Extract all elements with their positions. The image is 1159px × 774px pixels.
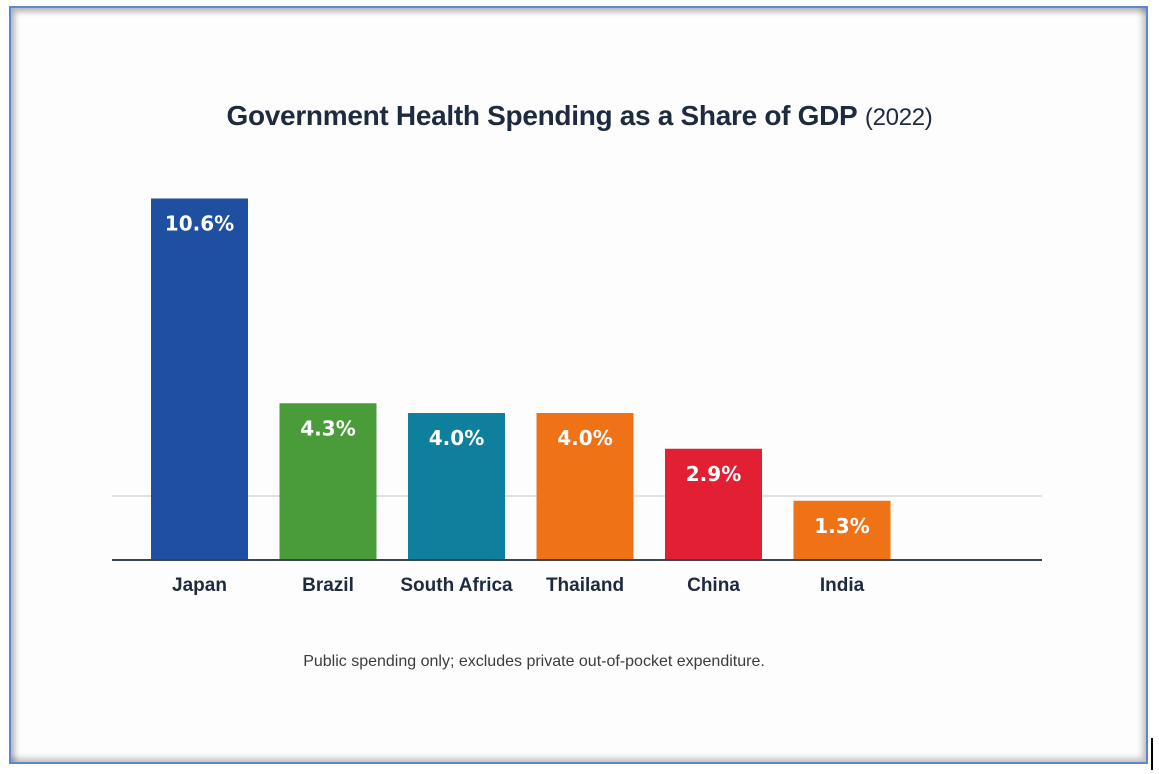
data-label: 4.3% [300,416,355,440]
bar-china [665,448,762,560]
data-label: 1.3% [814,514,869,538]
x-tick-label: Brazil [302,575,354,596]
bar-south-africa [408,413,505,560]
bar-japan [151,198,248,560]
x-tick-label: India [820,575,865,596]
text-cursor [1151,738,1153,770]
bars-group: 10.6% 4.3% 4.0% 4.0% 2.9% 1.3% [151,198,891,560]
x-tick-labels: Japan Brazil South Africa Thailand China Indi… [172,575,865,596]
bar-brazil [279,403,377,560]
x-tick-label: Thailand [546,575,624,596]
chart-title-main: Government Health Spending as a Share of… [226,100,858,131]
chart-footnote: Public spending only; excludes private o… [303,653,765,670]
data-label: 10.6% [165,212,234,236]
x-tick-label: Japan [172,575,227,596]
x-tick-label: South Africa [400,575,513,596]
data-label: 2.9% [686,462,741,486]
chart-title-year: (2022) [864,104,933,131]
data-label: 4.0% [429,426,484,450]
chart-title: Government Health Spending as a Share of… [0,100,1159,132]
data-label: 4.0% [557,426,612,450]
bar-india [793,500,891,560]
bar-thailand [536,413,634,560]
x-tick-label: China [687,575,740,596]
